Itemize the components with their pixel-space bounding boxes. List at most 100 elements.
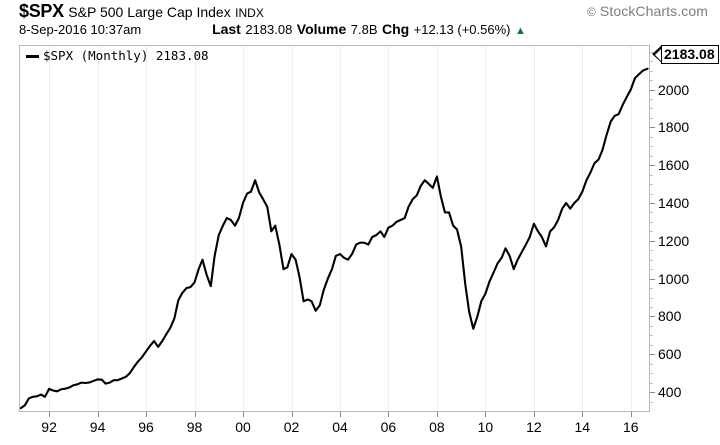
change-value: +12.13 (+0.56%)	[413, 22, 511, 37]
y-tick-mark	[650, 127, 655, 129]
price-axis: 2183.08 2000 1800 1600 1400 1200 1000 800 600 40…	[650, 45, 720, 412]
gridline-12	[533, 46, 535, 411]
date-axis: 92 94 96 98 00 02 04 06 08 10 12 14 16	[19, 412, 650, 445]
x-tick-mark	[388, 412, 390, 417]
y-minor-tick	[650, 80, 653, 81]
y-minor-tick	[650, 99, 653, 100]
y-minor-tick	[650, 335, 653, 337]
legend-label: $SPX (Monthly) 2183.08	[43, 48, 209, 63]
gridline-08	[436, 46, 438, 411]
chart-header-quote-line: 8-Sep-2016 10:37am Last 2183.08 Volume 7…	[19, 21, 526, 41]
brand-name: StockCharts.com	[599, 3, 708, 19]
gridline-96	[146, 46, 147, 411]
up-triangle-icon: ▲	[514, 25, 526, 37]
gridline-04	[340, 46, 341, 411]
y-axis-label-600: 600	[658, 346, 682, 363]
y-tick-mark	[650, 89, 655, 91]
y-minor-tick	[650, 269, 653, 271]
y-minor-tick	[650, 184, 653, 186]
series-color-swatch	[26, 55, 39, 58]
symbol-ticker: $SPX	[19, 1, 64, 21]
y-minor-tick	[650, 344, 653, 346]
y-minor-tick	[650, 155, 653, 157]
y-tick-mark	[650, 240, 655, 242]
x-tick-mark	[49, 412, 51, 417]
y-axis-label-1800: 1800	[658, 119, 690, 136]
y-minor-tick	[650, 231, 653, 233]
x-axis-label-16: 16	[623, 419, 639, 435]
y-minor-tick	[650, 259, 653, 261]
x-axis-label-14: 14	[574, 419, 591, 435]
y-minor-tick	[650, 221, 653, 223]
y-minor-tick	[650, 325, 653, 327]
y-minor-tick	[650, 401, 653, 403]
gridline-16	[630, 46, 632, 411]
x-tick-mark	[630, 412, 632, 417]
x-axis-label-94: 94	[89, 419, 106, 435]
y-axis-label-1600: 1600	[658, 157, 690, 174]
y-axis-label-2000: 2000	[658, 81, 690, 98]
x-tick-mark	[340, 412, 341, 417]
y-minor-tick	[650, 297, 653, 299]
x-axis-label-00: 00	[235, 419, 251, 435]
x-tick-mark	[291, 412, 293, 417]
x-axis-label-12: 12	[526, 419, 542, 435]
gridline-94	[97, 46, 99, 411]
y-minor-tick	[650, 382, 653, 384]
y-axis-label-1000: 1000	[658, 270, 690, 287]
stockcharts-logo: © StockCharts.com	[587, 3, 708, 19]
x-axis-label-96: 96	[138, 419, 154, 435]
y-tick-mark	[650, 316, 655, 318]
y-minor-tick	[650, 193, 653, 195]
y-minor-tick	[650, 288, 653, 290]
gridline-98	[194, 46, 196, 411]
price-flag-value: 2183.08	[661, 45, 719, 65]
price-flag-pointer-inner	[655, 47, 662, 62]
x-tick-mark	[533, 412, 535, 417]
x-tick-mark	[243, 412, 244, 417]
x-axis-label-08: 08	[429, 419, 445, 435]
y-minor-tick	[650, 61, 653, 63]
x-axis-label-98: 98	[186, 419, 203, 435]
volume-label: Volume	[296, 21, 347, 37]
change-label: Chg	[381, 21, 410, 37]
y-minor-tick	[650, 373, 653, 375]
y-minor-tick	[650, 174, 653, 176]
gridline-14	[582, 46, 584, 411]
x-axis-label-92: 92	[41, 419, 57, 435]
y-tick-mark	[650, 354, 655, 356]
y-tick-mark	[650, 392, 655, 394]
y-axis-label-800: 800	[658, 308, 682, 325]
y-minor-tick	[650, 307, 653, 308]
y-minor-tick	[650, 136, 653, 138]
x-axis-label-06: 06	[380, 419, 397, 435]
x-axis-label-10: 10	[477, 419, 494, 435]
symbol-exchange: INDX	[235, 6, 264, 20]
price-plot-area[interactable]: $SPX (Monthly) 2183.08	[19, 45, 650, 412]
y-tick-mark	[650, 165, 655, 167]
x-axis-label-02: 02	[283, 419, 300, 435]
chart-header-title-line: $SPX S&P 500 Large Cap Index INDX	[19, 1, 264, 21]
y-minor-tick	[650, 51, 653, 53]
x-tick-mark	[436, 412, 438, 417]
x-tick-mark	[485, 412, 487, 417]
copyright-icon: ©	[586, 5, 596, 19]
gridline-92	[49, 46, 51, 411]
gridline-00	[243, 46, 244, 411]
chart-legend: $SPX (Monthly) 2183.08	[26, 48, 209, 63]
y-tick-mark	[650, 278, 655, 280]
y-minor-tick	[650, 146, 653, 148]
x-axis-label-04: 04	[332, 419, 348, 435]
y-minor-tick	[650, 108, 653, 110]
quote-datetime: 8-Sep-2016 10:37am	[19, 22, 142, 37]
x-tick-mark	[146, 412, 147, 417]
symbol-name: S&P 500 Large Cap Index	[68, 4, 231, 20]
y-minor-tick	[650, 363, 653, 365]
y-axis-label-1200: 1200	[658, 232, 690, 249]
gridline-10	[485, 46, 487, 411]
y-axis-label-1400: 1400	[658, 195, 690, 211]
last-label: Last	[212, 21, 241, 37]
y-minor-tick	[650, 117, 653, 119]
volume-value: 7.8B	[350, 22, 378, 37]
